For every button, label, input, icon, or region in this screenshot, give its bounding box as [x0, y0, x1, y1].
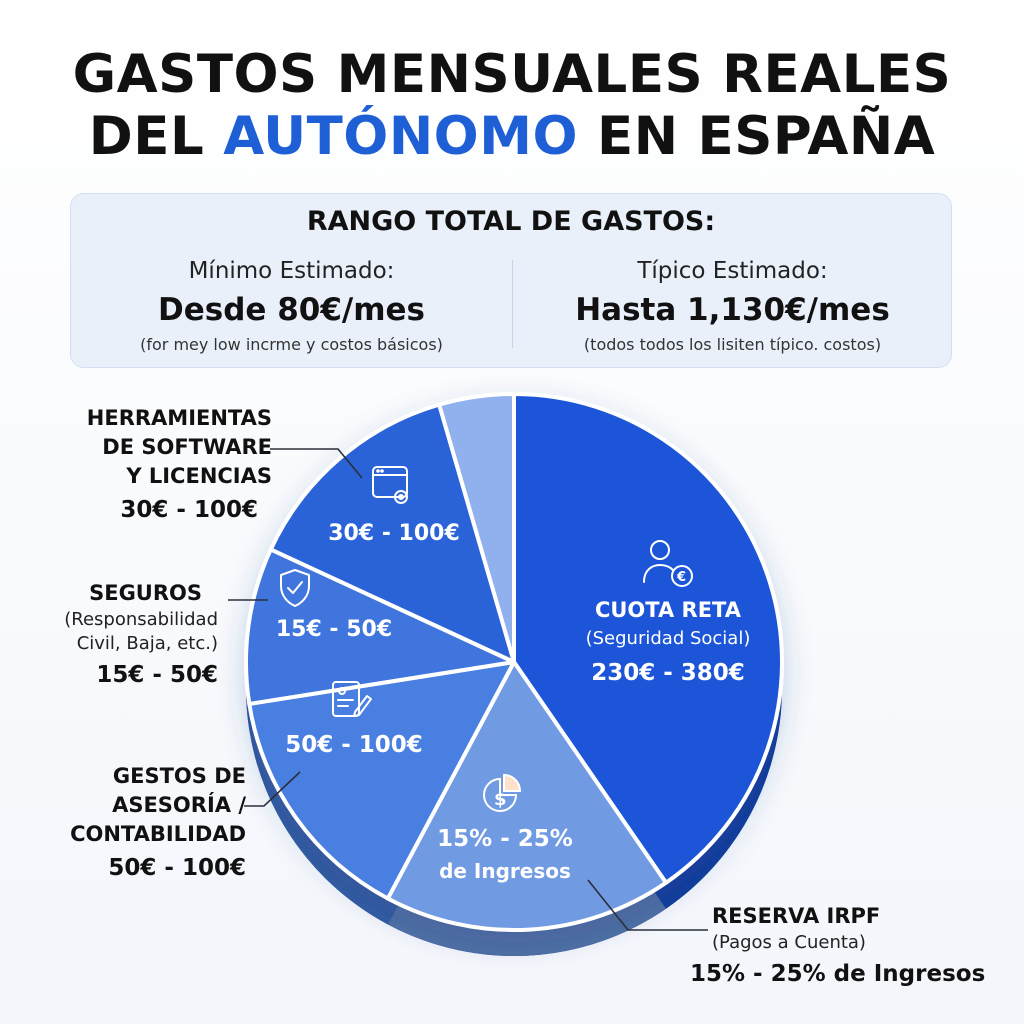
leader-line-irpf [587, 879, 708, 931]
range-min: Mínimo Estimado: Desde 80€/mes (for mey … [71, 256, 512, 356]
svg-text:$: $ [494, 789, 507, 810]
seguros-label-value: 15€ - 50€ [96, 662, 218, 688]
title-post: EN ESPAÑA [596, 106, 936, 167]
shield-check-icon [280, 569, 310, 607]
title-line-2: DEL AUTÓNOMO EN ESPAÑA [0, 106, 1024, 167]
irpf-label-sub: (Pagos a Cuenta) [712, 932, 866, 953]
slice-asesoria [247, 660, 516, 901]
dollar-chart-icon: $ [483, 773, 522, 812]
irpf-label: RESERVA IRPF (Pagos a Cuenta) 15% - 25% … [690, 902, 985, 990]
range-typical-value: Hasta 1,130€/mes [575, 292, 890, 328]
asesoria-label: GESTOS DE ASESORÍA / CONTABILIDAD 50€ - … [70, 762, 246, 884]
seguros-label: SEGUROS (Responsabilidad Civil, Baja, et… [64, 579, 218, 691]
title-pre: DEL [88, 106, 205, 167]
leader-line-asesoria [244, 771, 301, 807]
asesoria-label-value: 50€ - 100€ [108, 855, 246, 881]
title-accent: AUTÓNOMO [223, 106, 579, 167]
title-line-1: GASTOS MENSUALES REALES [72, 44, 952, 105]
range-min-value: Desde 80€/mes [157, 292, 426, 328]
software-label-line-1: HERRAMIENTAS [86, 406, 272, 430]
asesoria-label-line-3: CONTABILIDAD [70, 822, 246, 846]
software-label-line-3: Y LICENCIAS [126, 464, 272, 488]
cuota-inner-value: 230€ - 380€ [591, 660, 745, 686]
pie-slices [244, 392, 784, 932]
document-pen-icon [332, 681, 372, 717]
leader-line-software [270, 448, 363, 479]
irpf-label-title: RESERVA IRPF [712, 904, 881, 928]
software-inner-value: 30€ - 100€ [328, 521, 460, 546]
svg-text:€: € [676, 570, 686, 585]
irpf-label-value: 15% - 25% de Ingresos [690, 961, 986, 987]
slice-irpf [385, 660, 669, 932]
seguros-label-title: SEGUROS [89, 581, 202, 605]
seguros-inner-value: 15€ - 50€ [276, 617, 392, 642]
asesoria-inner-value: 50€ - 100€ [285, 732, 423, 758]
range-typical: Típico Estimado: Hasta 1,130€/mes (todos… [512, 256, 953, 356]
software-label: HERRAMIENTAS DE SOFTWARE Y LICENCIAS 30€… [87, 404, 272, 526]
slice-seguros [244, 547, 516, 706]
pie-leaders [228, 448, 708, 931]
range-typical-note: (todos todos los lisiten típico. costos) [583, 335, 882, 354]
asesoria-label-line-1: GESTOS DE [112, 764, 246, 788]
seguros-label-sub-2: Civil, Baja, etc.) [76, 633, 218, 654]
slice-software [268, 402, 516, 664]
slice-cuota [512, 392, 784, 885]
irpf-inner-line-2: de Ingresos [439, 859, 571, 883]
range-summary-box: RANGO TOTAL DE GASTOS: Mínimo Estimado: … [70, 193, 952, 368]
cuota-inner-sublabel: (Seguridad Social) [586, 628, 751, 649]
software-label-line-2: DE SOFTWARE [102, 435, 272, 459]
range-min-note: (for mey low incrme y costos básicos) [140, 335, 443, 354]
range-title: RANGO TOTAL DE GASTOS: [306, 206, 716, 237]
seguros-label-sub-1: (Responsabilidad [64, 609, 218, 630]
range-typical-label: Típico Estimado: [637, 258, 828, 284]
cuota-inner-label: CUOTA RETA [595, 598, 742, 622]
slice-otros [437, 392, 516, 664]
person-euro-icon: € [643, 540, 693, 587]
irpf-inner-line-1: 15% - 25% [437, 826, 573, 852]
range-min-label: Mínimo Estimado: [188, 258, 395, 284]
window-gear-icon [372, 466, 408, 504]
software-label-value: 30€ - 100€ [120, 497, 258, 523]
range-divider [512, 260, 513, 348]
asesoria-label-line-2: ASESORÍA / [112, 793, 246, 817]
